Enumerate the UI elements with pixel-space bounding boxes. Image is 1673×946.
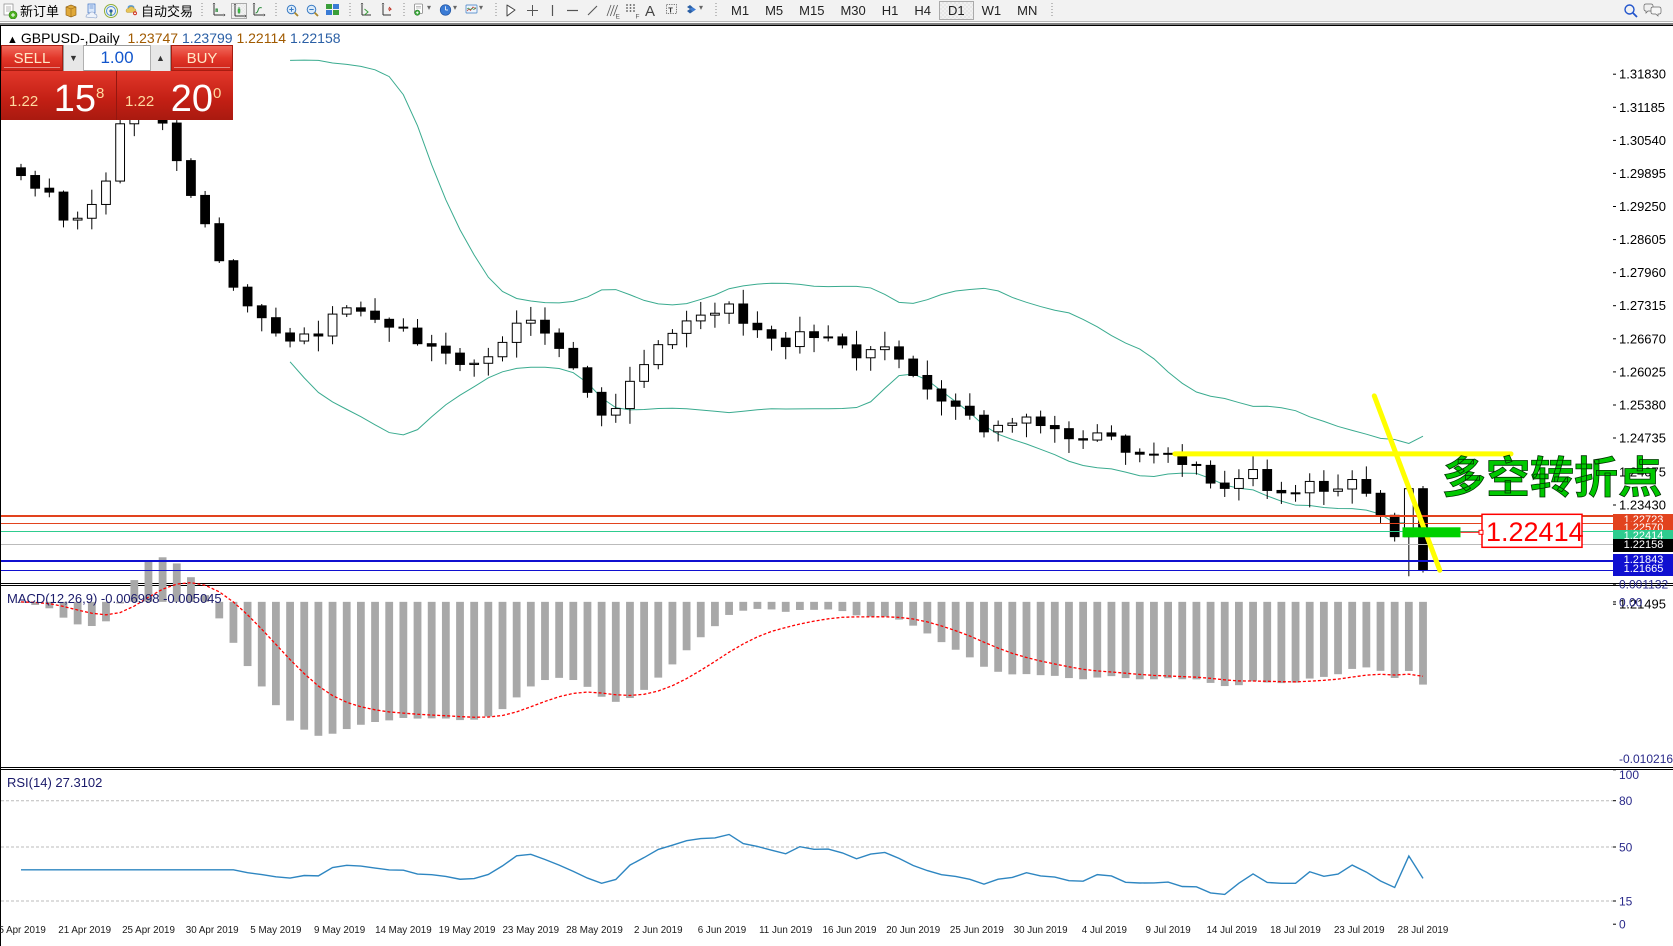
svg-text:28 Jul 2019: 28 Jul 2019 <box>1398 925 1449 936</box>
svg-text:15: 15 <box>1619 895 1633 909</box>
svg-text:1.22414: 1.22414 <box>1486 517 1584 547</box>
svg-text:0.00: 0.00 <box>1619 595 1643 609</box>
svg-text:20 Jun 2019: 20 Jun 2019 <box>886 925 940 936</box>
svg-text:14 May 2019: 14 May 2019 <box>375 925 432 936</box>
svg-text:-0.010216: -0.010216 <box>1619 752 1673 766</box>
svg-text:18 Jul 2019: 18 Jul 2019 <box>1270 925 1321 936</box>
svg-text:15 Apr 2019: 15 Apr 2019 <box>0 925 46 936</box>
svg-text:6 Jun 2019: 6 Jun 2019 <box>698 925 746 936</box>
svg-text:21 Apr 2019: 21 Apr 2019 <box>58 925 111 936</box>
svg-text:23 Jul 2019: 23 Jul 2019 <box>1334 925 1385 936</box>
svg-text:25 Jun 2019: 25 Jun 2019 <box>950 925 1004 936</box>
svg-text:4 Jul 2019: 4 Jul 2019 <box>1082 925 1127 936</box>
svg-text:30 Jun 2019: 30 Jun 2019 <box>1014 925 1068 936</box>
svg-text:9 May 2019: 9 May 2019 <box>314 925 365 936</box>
svg-text:23 May 2019: 23 May 2019 <box>502 925 559 936</box>
svg-text:E: E <box>616 13 621 19</box>
svg-text:5 May 2019: 5 May 2019 <box>250 925 301 936</box>
svg-text:0: 0 <box>1619 918 1626 932</box>
svg-text:19 May 2019: 19 May 2019 <box>439 925 496 936</box>
svg-text:9 Jul 2019: 9 Jul 2019 <box>1145 925 1190 936</box>
svg-text:16 Jun 2019: 16 Jun 2019 <box>823 925 877 936</box>
svg-text:100: 100 <box>1619 768 1639 782</box>
svg-text:11 Jun 2019: 11 Jun 2019 <box>759 925 812 936</box>
svg-text:30 Apr 2019: 30 Apr 2019 <box>186 925 239 936</box>
svg-text:50: 50 <box>1619 841 1633 855</box>
svg-text:28 May 2019: 28 May 2019 <box>566 925 623 936</box>
svg-text:T: T <box>668 5 673 14</box>
svg-text:2 Jun 2019: 2 Jun 2019 <box>634 925 682 936</box>
svg-text:80: 80 <box>1619 794 1633 808</box>
svg-text:多空转折点: 多空转折点 <box>1442 442 1662 506</box>
svg-text:25 Apr 2019: 25 Apr 2019 <box>122 925 175 936</box>
svg-text:F: F <box>636 13 640 19</box>
svg-text:14 Jul 2019: 14 Jul 2019 <box>1206 925 1257 936</box>
